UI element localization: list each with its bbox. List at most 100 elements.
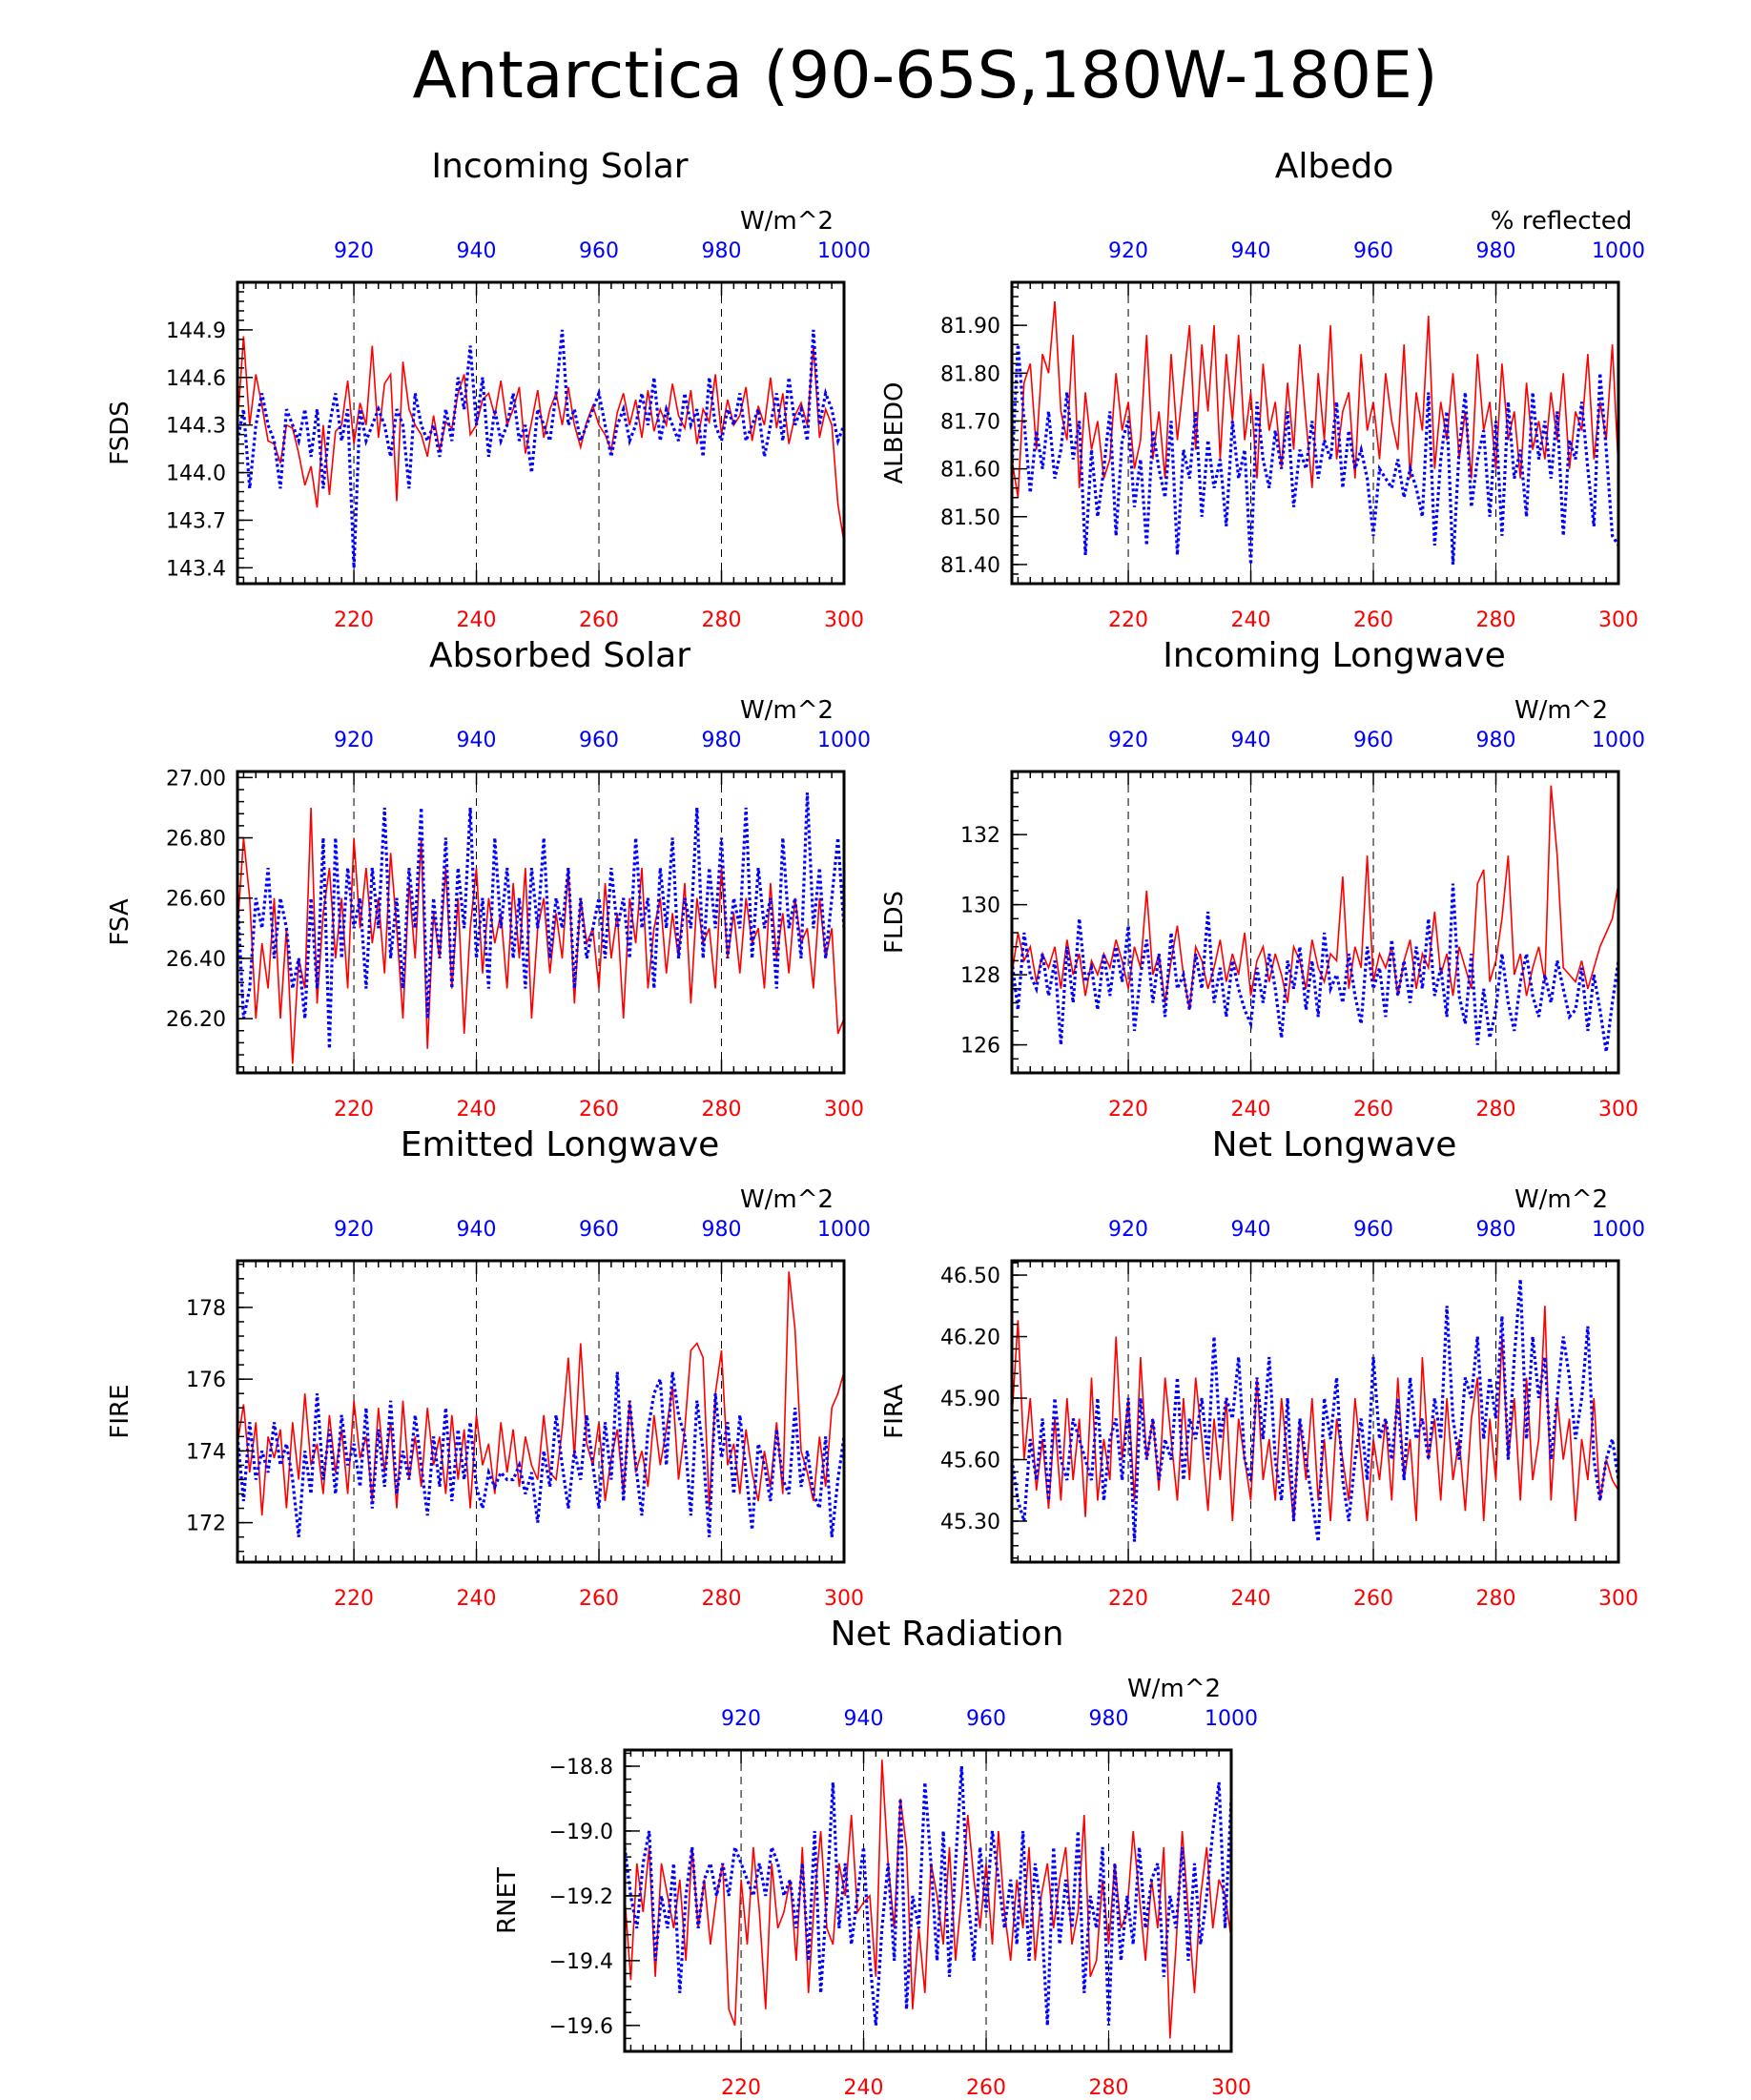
bottom-x-tick-label: 280 [1089,2076,1129,2100]
bottom-x-tick-label: 300 [1598,608,1638,632]
y-tick-label: 81.50 [940,506,1000,530]
series-line-blue [236,329,846,568]
bottom-x-tick-label: 260 [1353,1587,1393,1611]
y-tick-label: 174 [186,1440,226,1464]
series-line-red [624,1760,1232,2039]
y-tick-label: 45.60 [940,1450,1000,1473]
y-tick-label: 81.40 [940,554,1000,578]
y-tick-label: 27.00 [166,767,226,791]
y-tick-label: 143.7 [166,509,226,533]
top-x-tick-label: 960 [579,729,619,752]
bottom-x-tick-label: 260 [1353,608,1393,632]
series-line-blue [236,1371,846,1537]
top-x-tick-label: 940 [457,729,497,752]
bottom-x-tick-label: 220 [334,1587,374,1611]
top-x-tick-label: 940 [844,1707,884,1731]
bottom-x-tick-label: 280 [1476,1098,1516,1122]
top-x-tick-label: 940 [457,1218,497,1242]
top-x-tick-label: 980 [1476,239,1516,263]
bottom-x-tick-label: 300 [1211,2076,1251,2100]
y-axis-label: FLDS [880,891,909,954]
unit-label: W/m^2 [1514,1185,1608,1214]
y-axis-label: FIRA [880,1384,909,1439]
panel-title: Net Longwave [1212,1125,1457,1164]
unit-label: W/m^2 [740,1185,834,1214]
plot-frame [1010,280,1620,586]
y-tick-label: 26.20 [166,1008,226,1032]
unit-label: W/m^2 [1127,1675,1221,1703]
plot-frame [236,1259,846,1564]
plot-frame [236,280,846,586]
top-x-tick-label: 960 [966,1707,1006,1731]
y-tick-label: 81.70 [940,410,1000,434]
y-tick-label: 172 [186,1513,226,1536]
y-tick-label: 26.60 [166,888,226,912]
top-x-tick-label: 940 [1231,239,1271,263]
y-tick-label: 144.9 [166,319,226,343]
y-tick-label: −19.4 [549,1950,613,1974]
bottom-x-tick-label: 220 [1108,1098,1148,1122]
y-axis-label: FSDS [106,401,134,465]
panel-title: Albedo [1275,147,1394,186]
top-x-tick-label: 1000 [1205,1707,1258,1731]
top-x-tick-label: 1000 [817,239,871,263]
y-tick-label: −18.8 [549,1756,613,1780]
panel-flds: 126 128 130 132 220 240 260 280 300 920 940 960 980 1… [880,636,1645,1122]
bottom-x-tick-label: 260 [579,608,619,632]
bottom-x-tick-label: 220 [334,608,374,632]
bottom-x-tick-label: 240 [457,1587,497,1611]
bottom-x-tick-label: 260 [966,2076,1006,2100]
series-line-red [237,807,845,1064]
bottom-x-tick-label: 300 [1598,1098,1638,1122]
plot-frame [1010,1259,1620,1564]
y-tick-label: −19.0 [549,1821,613,1844]
y-axis-label: FSA [106,898,134,945]
top-x-tick-label: 960 [1353,729,1393,752]
bottom-x-tick-label: 240 [844,2076,884,2100]
bottom-x-tick-label: 300 [1598,1587,1638,1611]
top-x-tick-label: 1000 [1592,1218,1645,1242]
y-tick-label: 144.3 [166,415,226,439]
y-tick-label: 143.4 [166,557,226,581]
bottom-x-tick-label: 280 [702,1098,742,1122]
panel-fire: 172 174 176 178 220 240 260 280 300 920 940 960 980 1… [106,1125,871,1611]
y-tick-label: 26.80 [166,828,226,852]
top-x-tick-label: 920 [334,729,374,752]
top-x-tick-label: 920 [1108,239,1148,263]
top-x-tick-label: 960 [579,239,619,263]
top-x-tick-label: 940 [457,239,497,263]
y-tick-label: 81.80 [940,362,1000,386]
panel-fsds: 143.4 143.7 144.0 144.3 144.6 144.9 220 240 260 2… [106,147,871,632]
bottom-x-tick-label: 260 [579,1587,619,1611]
figure-title: Antarctica (90-65S,180W-180E) [412,38,1437,113]
top-x-tick-label: 920 [1108,1218,1148,1242]
y-tick-label: 45.90 [940,1388,1000,1411]
panel-title: Emitted Longwave [401,1125,720,1164]
y-tick-label: 81.90 [940,315,1000,339]
y-tick-label: −19.2 [549,1885,613,1909]
top-x-tick-label: 1000 [817,729,871,752]
top-x-tick-label: 920 [721,1707,761,1731]
series-line-blue [1010,883,1620,1053]
top-x-tick-label: 980 [702,239,742,263]
plot-frame [623,1748,1233,2053]
bottom-x-tick-label: 240 [457,608,497,632]
top-x-tick-label: 960 [1353,239,1393,263]
series-line-blue [1010,1279,1620,1542]
bottom-x-tick-label: 300 [824,1098,864,1122]
panel-title: Incoming Solar [431,147,688,186]
y-tick-label: 126 [960,1035,1000,1059]
y-tick-label: −19.6 [549,2015,613,2039]
top-x-tick-label: 980 [702,1218,742,1242]
y-tick-label: 46.50 [940,1265,1000,1288]
y-tick-label: 144.6 [166,367,226,391]
top-x-tick-label: 980 [702,729,742,752]
series-line-blue [236,793,846,1049]
bottom-x-tick-label: 220 [1108,608,1148,632]
bottom-x-tick-label: 220 [334,1098,374,1122]
panel-fsa: 26.20 26.40 26.60 26.80 27.00 220 240 260 280 300… [106,636,871,1122]
bottom-x-tick-label: 300 [824,608,864,632]
bottom-x-tick-label: 220 [1108,1587,1148,1611]
bottom-x-tick-label: 240 [457,1098,497,1122]
